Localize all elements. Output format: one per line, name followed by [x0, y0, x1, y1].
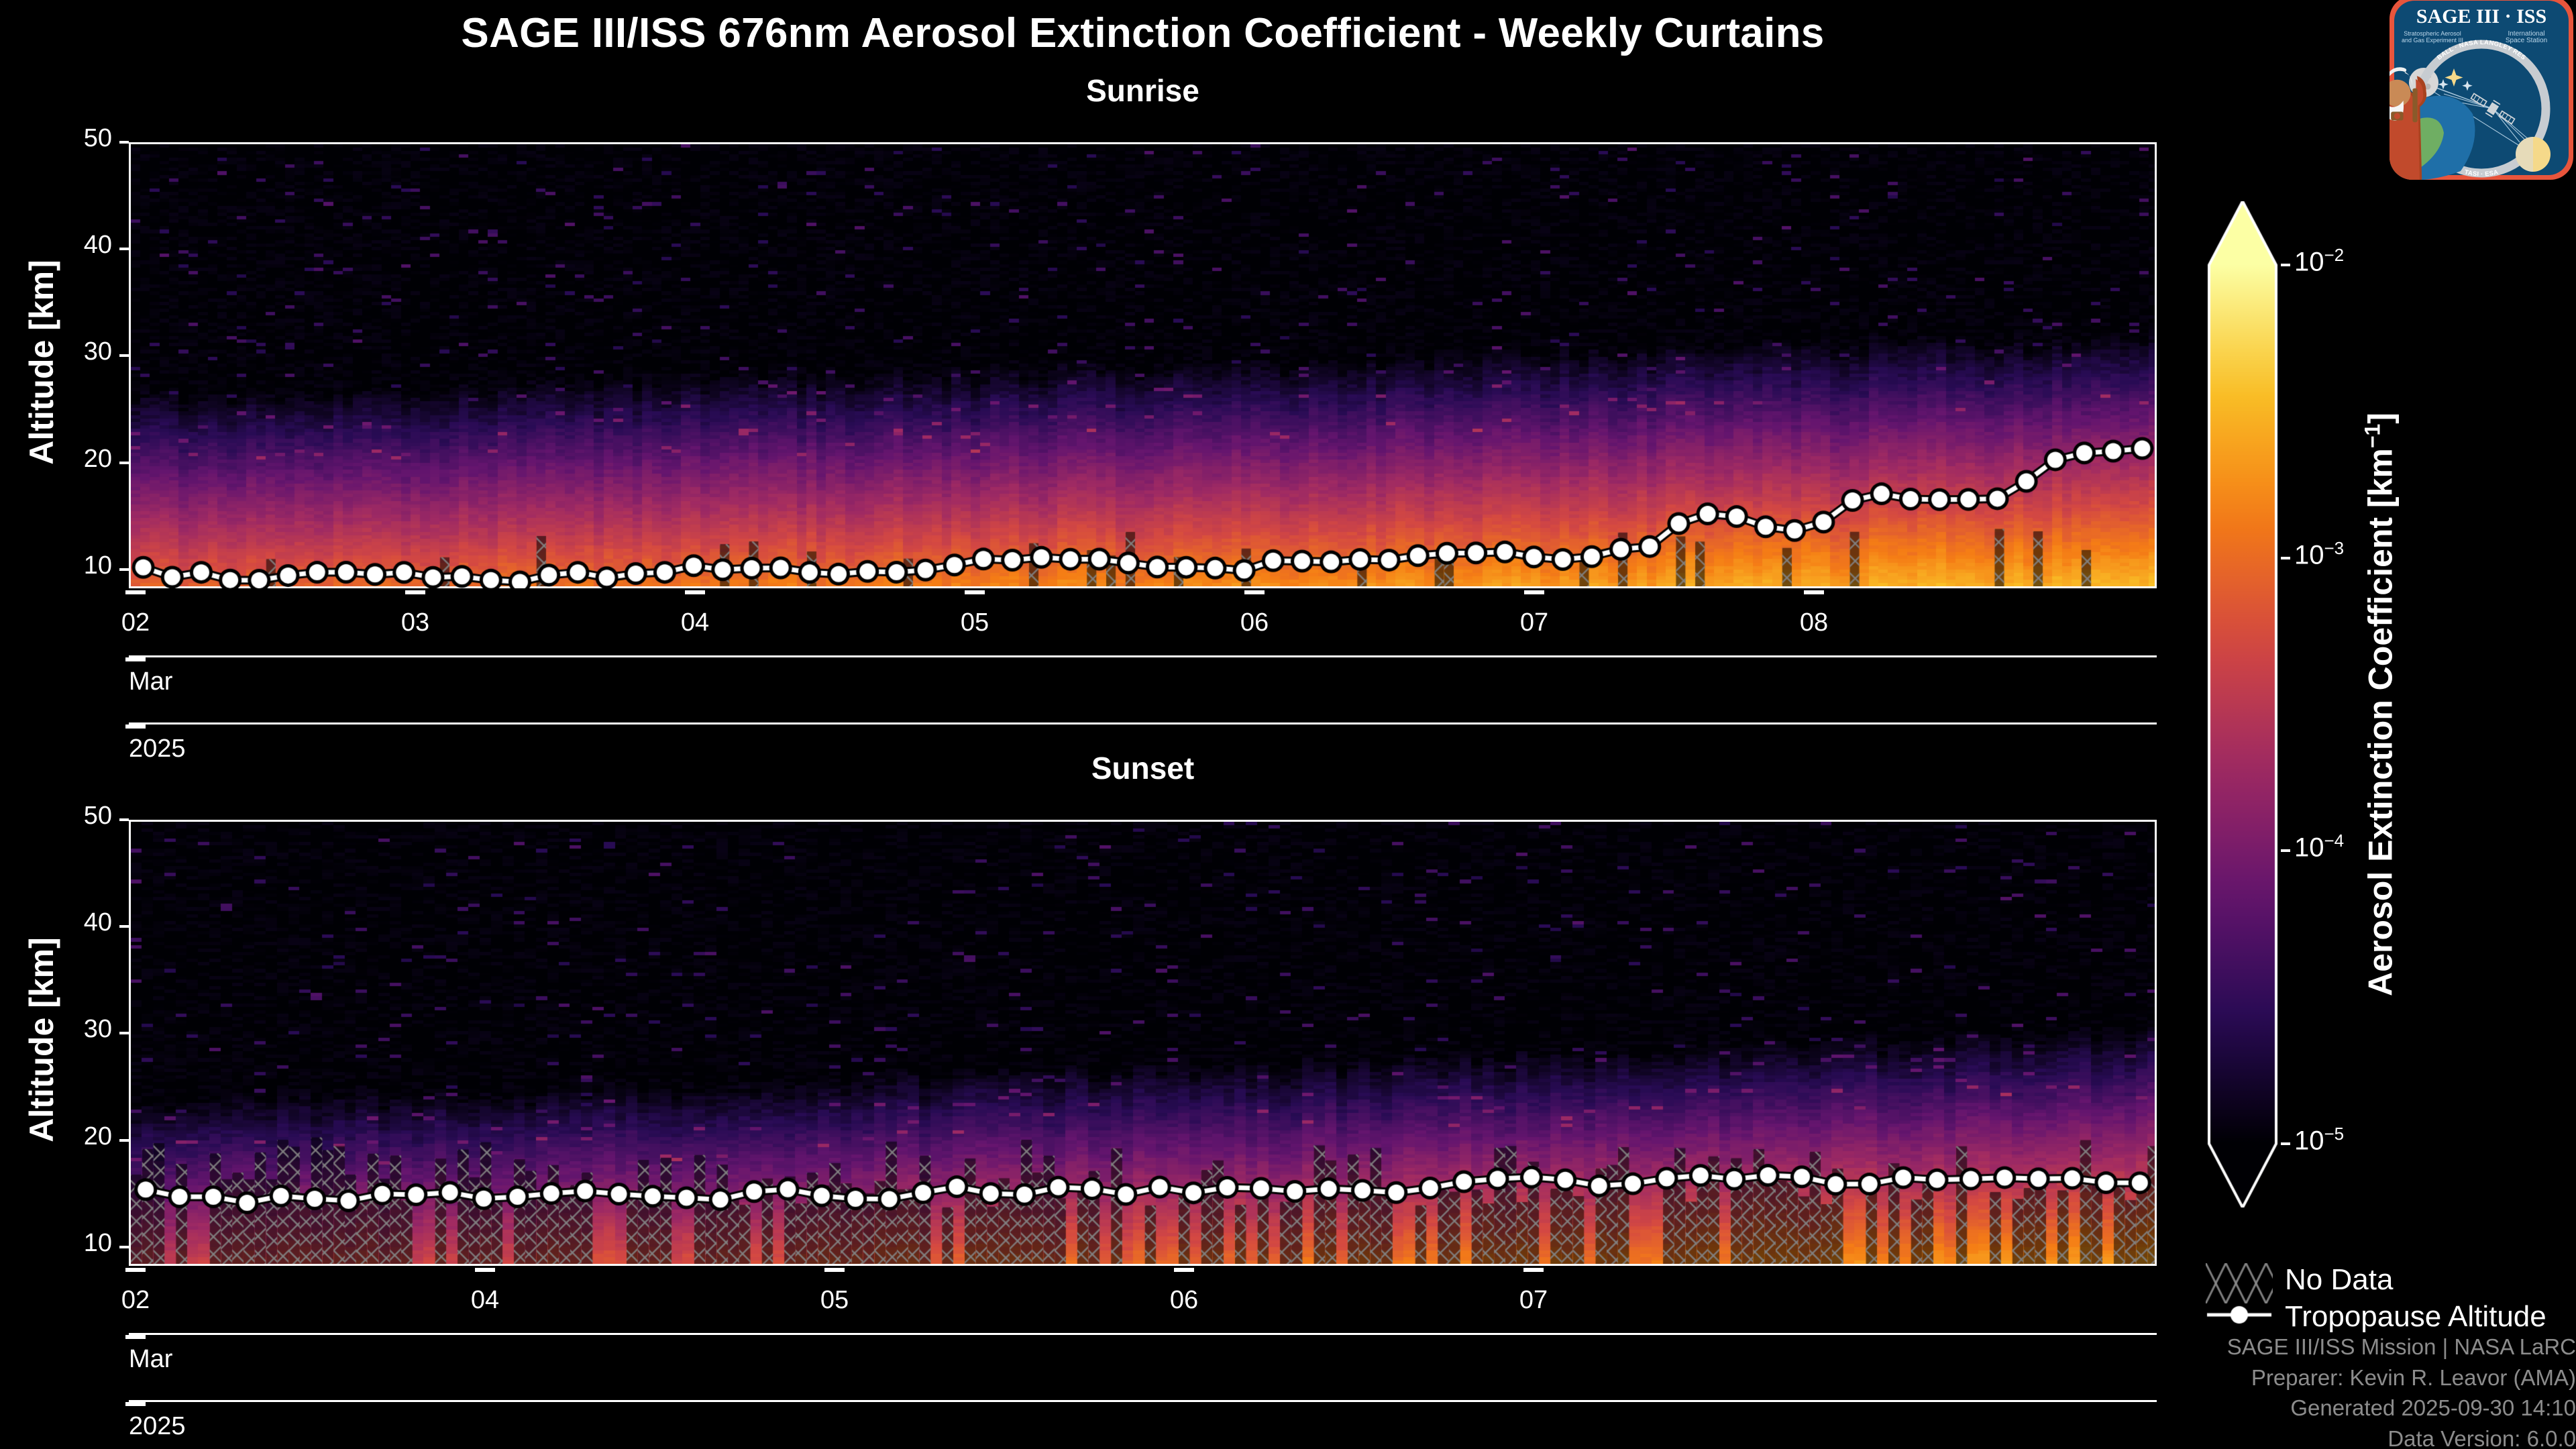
svg-text:Stratospheric Aerosol: Stratospheric Aerosol [2404, 30, 2461, 37]
svg-text:Space Station: Space Station [2506, 37, 2547, 44]
svg-text:SAGE III · ISS: SAGE III · ISS [2416, 5, 2546, 28]
svg-text:and Gas Experiment III: and Gas Experiment III [2402, 37, 2463, 44]
